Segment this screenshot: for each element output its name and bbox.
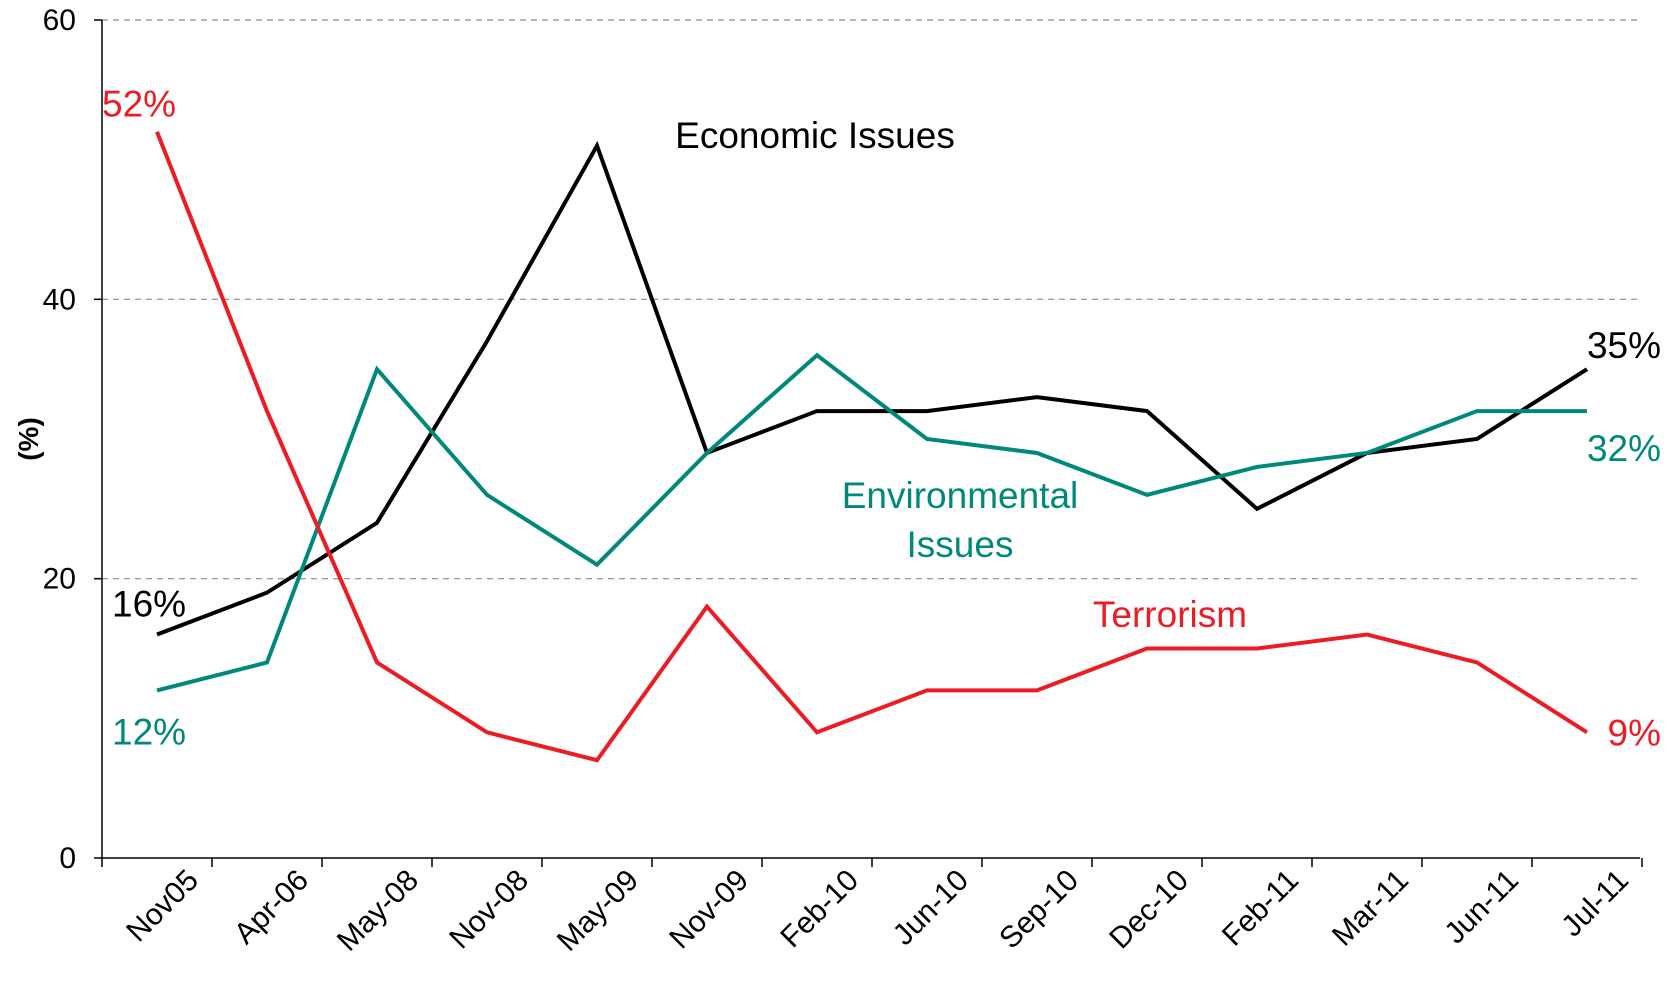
data-label: 35% <box>1587 325 1661 366</box>
series-name-label: Environmental <box>842 475 1079 516</box>
labels: Economic Issues Environmental Issues Terror… <box>102 84 1661 754</box>
x-tick-label: Nov-09 <box>663 864 755 956</box>
y-tick-label: 60 <box>43 4 76 37</box>
series-line-environmental-issues <box>156 352 1587 693</box>
y-axis-title: (%) <box>13 417 44 461</box>
gridlines <box>102 19 1640 580</box>
series-line-economic-issues <box>156 140 1589 637</box>
series-name-label: Terrorism <box>1093 594 1247 635</box>
y-tick-label: 0 <box>59 842 76 875</box>
data-label: 32% <box>1587 428 1661 469</box>
x-tick-label: Nov05 <box>120 864 205 949</box>
series-name-label: Economic Issues <box>675 115 955 156</box>
x-tick-label: Nov-08 <box>443 864 535 956</box>
series-name-label: Issues <box>907 524 1014 565</box>
data-label: 52% <box>102 84 176 125</box>
y-tick-label: 40 <box>43 283 76 316</box>
x-tick-label: Feb-10 <box>774 864 865 955</box>
x-tick-label: Jul-11 <box>1555 864 1635 944</box>
y-tick-label: 20 <box>43 563 76 596</box>
series-lines <box>155 131 1589 763</box>
x-tick-label: Apr-06 <box>228 864 315 951</box>
x-tick-label: Jun-11 <box>1438 864 1525 951</box>
x-tick-label: Dec-10 <box>1103 864 1195 956</box>
x-tick-label: May-09 <box>551 864 645 958</box>
series-line-terrorism <box>155 131 1589 763</box>
data-label: 9% <box>1608 712 1661 753</box>
data-label: 12% <box>112 711 186 752</box>
x-tick-label: Sep-10 <box>993 864 1085 956</box>
x-tick-label: Feb-11 <box>1216 864 1305 953</box>
x-tick-label: May-08 <box>331 864 425 958</box>
data-label: 16% <box>112 584 186 625</box>
x-tick-label: Mar-11 <box>1326 864 1415 953</box>
x-tick-label: Jun-10 <box>887 864 975 952</box>
